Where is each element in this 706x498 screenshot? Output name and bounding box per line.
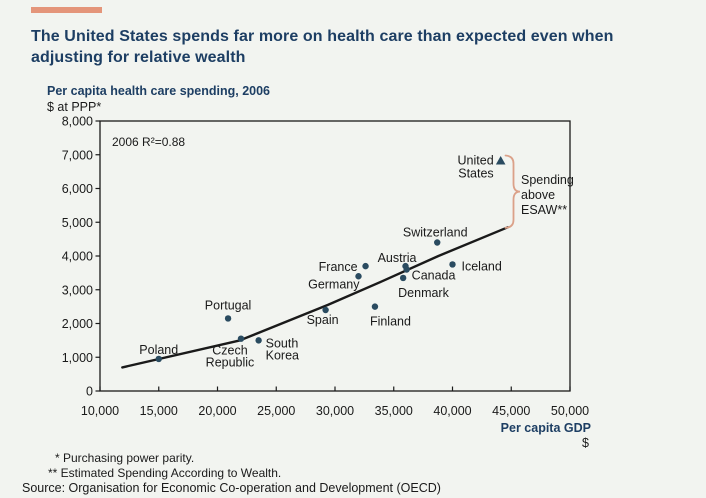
y-axis-tick-label: 0 [86,385,93,399]
y-axis-tick-label: 7,000 [62,148,93,162]
source-line: Source: Organisation for Economic Co-ope… [22,481,441,495]
data-point-portugal [224,315,232,322]
x-axis-unit-label: $ [582,436,589,450]
x-axis-tick-label: 20,000 [198,404,236,418]
x-axis-tick-label: 30,000 [316,404,354,418]
x-axis-tick-label: 45,000 [492,404,530,418]
data-point-label-finland: Finland [370,315,411,329]
accent-bar [31,7,102,13]
data-point-label-switzerland: Switzerland [403,226,468,240]
x-axis-tick-label: 35,000 [375,404,413,418]
esaw-trend-line [121,226,509,369]
y-axis-tick-label: 6,000 [62,182,93,196]
data-point-label-france: France [319,260,358,274]
data-point-finland [371,303,379,310]
data-point-label-united-states: United States [458,154,494,181]
x-axis-tick-label: 40,000 [433,404,471,418]
r-squared-label: 2006 R²=0.88 [112,135,185,149]
data-point-switzerland [434,239,441,246]
data-point-label-poland: Poland [139,343,178,357]
y-axis-tick-label: 1,000 [62,351,93,365]
y-axis-tick-label: 8,000 [62,115,93,129]
data-point-iceland [449,261,456,268]
data-point-france [362,262,369,270]
y-axis-tick-label: 5,000 [62,216,93,230]
data-point-label-portugal: Portugal [205,298,252,312]
footnote-ppp: * Purchasing power parity. [55,451,195,465]
data-point-united-states [495,156,506,165]
data-point-austria [402,262,409,270]
data-point-label-austria: Austria [378,251,417,265]
y-axis-tick-label: 2,000 [62,317,93,331]
data-point-czech-republic [237,335,245,342]
data-point-denmark [399,274,407,282]
data-point-label-denmark: Denmark [398,286,449,300]
data-point-label-canada: Canada [412,269,456,283]
data-point-label-iceland: Iceland [462,259,502,273]
footnote-esaw: ** Estimated Spending According to Wealt… [48,466,282,480]
y-axis-tick-label: 4,000 [62,250,93,264]
x-axis-tick-label: 25,000 [257,404,295,418]
data-point-germany [355,273,362,280]
data-point-spain [322,306,329,314]
spending-above-esaw-brace [504,154,521,229]
data-point-label-germany: Germany [308,277,360,291]
data-point-poland [155,355,162,363]
annotation-spending-above-esaw: Spending above ESAW** [521,173,574,217]
y-axis-tick-label: 3,000 [62,283,93,297]
x-axis-tick-label: 15,000 [140,404,178,418]
y-axis-unit-label: $ at PPP* [47,100,102,114]
data-point-label-south-korea: South Korea [266,336,299,362]
chart-title: Per capita health care spending, 2006 [47,84,271,98]
x-axis-tick-label: 50,000 [551,404,589,418]
x-axis-title: Per capita GDP [501,421,591,435]
data-point-south-korea [255,337,262,344]
x-axis-tick-label: 10,000 [81,404,119,418]
data-point-label-spain: Spain [307,313,339,327]
data-point-label-czech-republic: Czech Republic [206,344,255,370]
page-title: The United States spends far more on hea… [31,28,614,66]
